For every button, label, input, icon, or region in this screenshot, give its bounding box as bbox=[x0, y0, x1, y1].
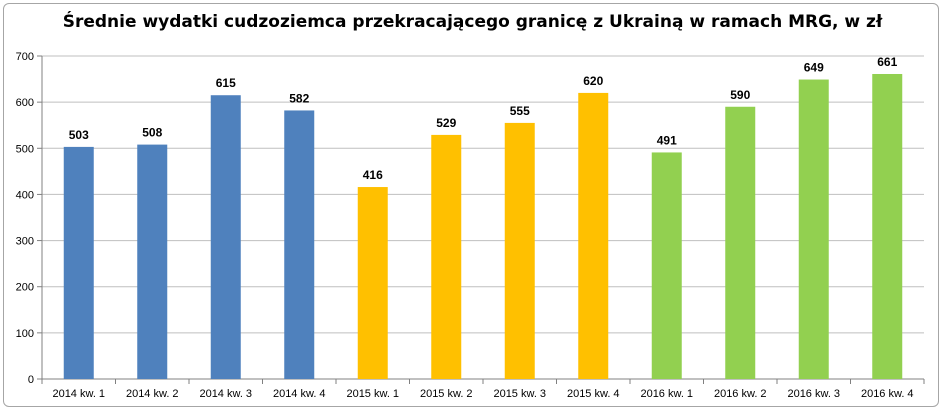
bar bbox=[63, 146, 94, 379]
data-label: 503 bbox=[69, 128, 89, 142]
category-label: 2016 kw. 1 bbox=[640, 388, 693, 400]
data-label: 582 bbox=[289, 91, 309, 105]
bar bbox=[578, 92, 609, 380]
chart-title: Średnie wydatki cudzoziemca przekracając… bbox=[62, 12, 883, 32]
bar bbox=[210, 95, 241, 379]
category-label: 2015 kw. 3 bbox=[493, 388, 546, 400]
data-label: 661 bbox=[877, 55, 897, 69]
bar bbox=[504, 122, 535, 380]
bar bbox=[284, 110, 315, 379]
category-label: 2016 kw. 4 bbox=[861, 388, 914, 400]
data-label: 529 bbox=[436, 116, 456, 130]
data-label: 649 bbox=[804, 61, 824, 75]
data-label: 620 bbox=[583, 74, 603, 88]
category-label: 2014 kw. 2 bbox=[126, 388, 179, 400]
y-tick-label: 0 bbox=[28, 374, 34, 386]
bar bbox=[651, 152, 682, 379]
y-tick-label: 300 bbox=[16, 236, 34, 248]
data-label: 491 bbox=[657, 133, 677, 147]
y-tick-label: 700 bbox=[16, 51, 34, 63]
category-label: 2014 kw. 3 bbox=[199, 388, 252, 400]
data-label: 615 bbox=[216, 76, 236, 90]
bar bbox=[357, 187, 388, 379]
y-tick-label: 100 bbox=[16, 328, 34, 340]
data-label: 590 bbox=[730, 88, 750, 102]
y-tick-label: 600 bbox=[16, 97, 34, 109]
data-label: 508 bbox=[142, 126, 162, 140]
bar bbox=[137, 144, 168, 379]
category-label: 2014 kw. 4 bbox=[273, 388, 326, 400]
category-label: 2016 kw. 2 bbox=[714, 388, 767, 400]
data-label: 555 bbox=[510, 104, 530, 118]
category-label: 2014 kw. 1 bbox=[52, 388, 105, 400]
bar bbox=[725, 106, 756, 379]
category-label: 2015 kw. 4 bbox=[567, 388, 620, 400]
category-label: 2015 kw. 1 bbox=[346, 388, 399, 400]
y-tick-label: 400 bbox=[16, 189, 34, 201]
bar bbox=[798, 79, 829, 379]
category-label: 2016 kw. 3 bbox=[787, 388, 840, 400]
y-tick-label: 200 bbox=[16, 282, 34, 294]
category-label: 2015 kw. 2 bbox=[420, 388, 473, 400]
bar bbox=[431, 134, 462, 379]
data-label: 416 bbox=[363, 168, 383, 182]
y-tick-label: 500 bbox=[16, 143, 34, 155]
bar bbox=[872, 73, 903, 379]
